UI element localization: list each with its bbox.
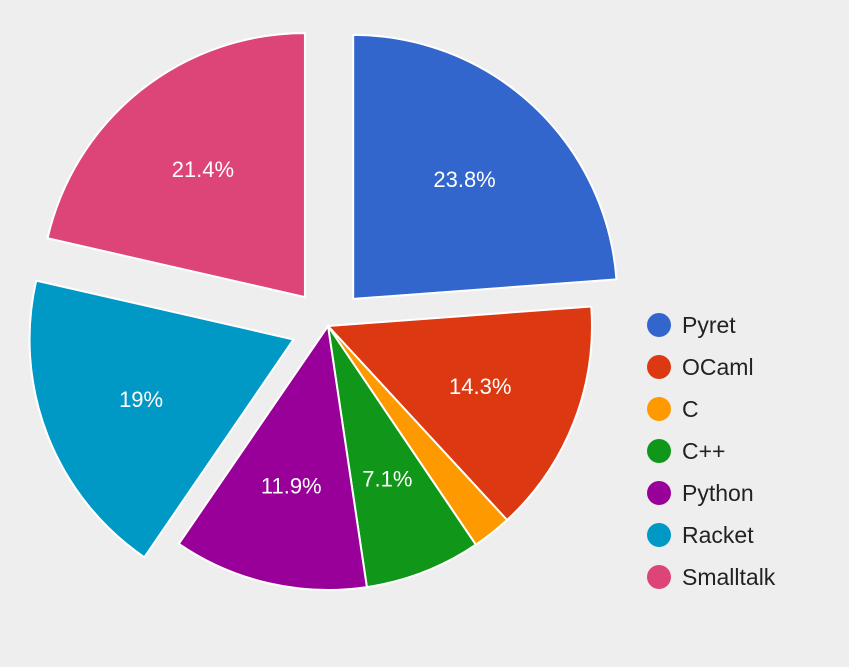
slices-group [28,32,618,591]
pie-slice-smalltalk[interactable] [46,32,306,299]
legend-label-python: Python [682,480,754,506]
legend-swatch-c [647,397,671,421]
legend-item-pyret[interactable]: Pyret [647,312,736,338]
pie-slice-racket[interactable] [28,279,296,559]
pie-slice-python[interactable] [177,323,369,591]
pie-slice-ocaml[interactable] [325,305,593,522]
legend: Pyret OCaml C C++ Python Racket Smalltalk [647,312,776,590]
slice-label-ocaml: 14.3% [449,374,511,399]
legend-swatch-cplusplus [647,439,671,463]
legend-item-python[interactable]: Python [647,480,754,506]
slice-label-cplusplus: 7.1% [362,467,412,492]
legend-item-cplusplus[interactable]: C++ [647,438,725,464]
slice-label-racket: 19% [119,387,163,412]
legend-label-cplusplus: C++ [682,438,725,464]
slice-label-python: 11.9% [261,474,322,499]
pie-slice-pyret[interactable] [352,33,618,300]
legend-swatch-pyret [647,313,671,337]
legend-swatch-smalltalk [647,565,671,589]
legend-item-c[interactable]: C [647,396,699,422]
legend-label-smalltalk: Smalltalk [682,564,776,590]
slice-label-pyret: 23.8% [433,167,495,192]
legend-item-racket[interactable]: Racket [647,522,754,548]
legend-swatch-python [647,481,671,505]
legend-item-ocaml[interactable]: OCaml [647,354,754,380]
legend-swatch-ocaml [647,355,671,379]
slice-label-smalltalk: 21.4% [172,157,234,182]
legend-swatch-racket [647,523,671,547]
labels-group: 23.8% 14.3% 7.1% 11.9% 19% 21.4% [119,157,511,498]
legend-label-pyret: Pyret [682,312,736,338]
legend-item-smalltalk[interactable]: Smalltalk [647,564,776,590]
legend-label-ocaml: OCaml [682,354,754,380]
legend-label-racket: Racket [682,522,754,548]
pie-slice-cplusplus[interactable] [327,325,478,589]
legend-label-c: C [682,396,699,422]
